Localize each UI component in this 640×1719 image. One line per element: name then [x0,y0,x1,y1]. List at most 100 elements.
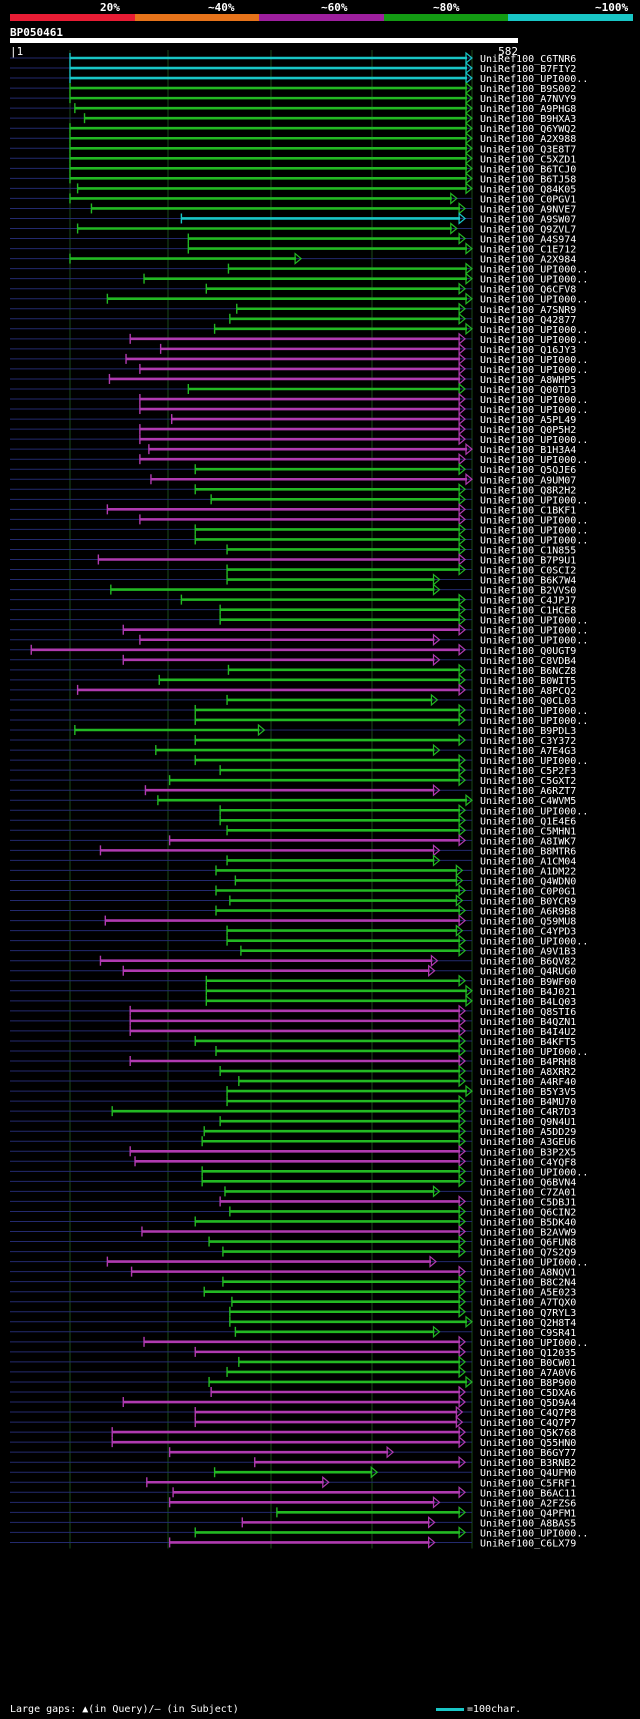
hit-label[interactable]: UniRef100_B5Y3V5 [480,1087,576,1098]
hit-label[interactable]: UniRef100_UPI000.. [480,636,588,647]
hit-label[interactable]: UniRef100_C5DXA6 [480,1388,576,1399]
hit-label[interactable]: UniRef100_C4Q7P7 [480,1418,576,1429]
hit-label[interactable]: UniRef100_Q12035 [480,1348,576,1359]
hit-row[interactable]: UniRef100_B6K7W4 [10,573,576,587]
hit-label[interactable]: UniRef100_A5DD29 [480,1127,576,1138]
hit-row[interactable]: UniRef100_C4R7D3 [10,1104,576,1118]
hit-row[interactable]: UniRef100_Q00TD3 [10,382,576,396]
hit-label[interactable]: UniRef100_Q4PFM1 [480,1508,576,1519]
hit-row[interactable]: UniRef100_Q0UGT9 [10,643,576,657]
hit-label[interactable]: UniRef100_Q00TD3 [480,385,576,396]
hit-row[interactable]: UniRef100_B3P2X5 [10,1144,576,1158]
hit-row[interactable]: UniRef100_UPI000.. [10,402,588,416]
hit-label[interactable]: UniRef100_C1E712 [480,245,576,256]
hit-row[interactable]: UniRef100_Q9N4U1 [10,1114,576,1128]
hit-label[interactable]: UniRef100_UPI000.. [480,626,588,637]
hit-label[interactable]: UniRef100_C0PGV1 [480,194,576,205]
hit-row[interactable]: UniRef100_C0PGV1 [10,192,576,205]
hit-row[interactable]: UniRef100_UPI000.. [10,1255,588,1269]
hit-row[interactable]: UniRef100_UPI000.. [10,533,588,546]
hit-row[interactable]: UniRef100_UPI000.. [10,1335,588,1349]
hit-row[interactable]: UniRef100_A5DD29 [10,1124,576,1138]
hit-label[interactable]: UniRef100_C5XZD1 [480,154,576,165]
hit-row[interactable]: UniRef100_A6RZT7 [10,783,576,797]
hit-row[interactable]: UniRef100_A7A0V6 [10,1365,576,1379]
hit-label[interactable]: UniRef100_B3P2X5 [480,1147,576,1158]
hit-row[interactable]: UniRef100_B6AC11 [10,1486,576,1499]
hit-label[interactable]: UniRef100_A9UM07 [480,475,576,486]
hit-row[interactable]: UniRef100_Q55HN0 [10,1435,576,1449]
hit-row[interactable]: UniRef100_C6LX79 [10,1536,576,1549]
hit-row[interactable]: UniRef100_Q6CFV8 [10,282,576,296]
hit-row[interactable]: UniRef100_UPI000.. [10,452,588,466]
hit-label[interactable]: UniRef100_A8PCQ2 [480,686,576,697]
hit-row[interactable]: UniRef100_C1E712 [10,242,576,256]
hit-label[interactable]: UniRef100_C5FRF1 [480,1478,576,1489]
hit-row[interactable]: UniRef100_Q4UFM0 [10,1465,576,1479]
hit-label[interactable]: UniRef100_UPI000.. [480,295,588,306]
hit-label[interactable]: UniRef100_B6QV82 [480,957,576,968]
hit-label[interactable]: UniRef100_UPI000.. [480,405,588,416]
hit-row[interactable]: UniRef100_A8NQV1 [10,1265,576,1279]
hit-label[interactable]: UniRef100_A9V1B3 [480,947,576,958]
hit-label[interactable]: UniRef100_UPI000.. [480,275,588,286]
hit-row[interactable]: UniRef100_A8IWK7 [10,834,576,847]
hit-label[interactable]: UniRef100_C1BKF1 [480,505,576,516]
hit-row[interactable]: UniRef100_UPI000.. [10,332,588,346]
hit-row[interactable]: UniRef100_UPI000.. [10,523,588,536]
hit-row[interactable]: UniRef100_A3GEU6 [10,1134,576,1148]
hit-label[interactable]: UniRef100_C7ZA01 [480,1187,576,1198]
hit-row[interactable]: UniRef100_Q12035 [10,1345,576,1359]
hit-row[interactable]: UniRef100_C4YQF8 [10,1155,576,1168]
hit-row[interactable]: UniRef100_B2AVW9 [10,1225,576,1239]
hit-label[interactable]: UniRef100_UPI000.. [480,1258,588,1269]
hit-row[interactable]: UniRef100_C1HCE8 [10,603,576,617]
hit-label[interactable]: UniRef100_A7SNR9 [480,305,576,316]
hit-label[interactable]: UniRef100_Q4UFM0 [480,1468,576,1479]
hit-row[interactable]: UniRef100_B0CW01 [10,1355,576,1369]
hit-label[interactable]: UniRef100_C4WVM5 [480,796,576,807]
hit-label[interactable]: UniRef100_UPI000.. [480,355,588,366]
hit-label[interactable]: UniRef100_B4PRH8 [480,1057,576,1068]
hit-row[interactable]: UniRef100_Q0CL03 [10,693,576,707]
hit-row[interactable]: UniRef100_A2X984 [10,252,576,266]
hit-row[interactable]: UniRef100_A6R9B8 [10,904,576,918]
hit-row[interactable]: UniRef100_B0YCR9 [10,894,576,908]
hit-row[interactable]: UniRef100_UPI000.. [10,272,588,286]
hit-label[interactable]: UniRef100_C5MHN1 [480,826,576,837]
hit-label[interactable]: UniRef100_B8C2N4 [480,1278,576,1289]
hit-label[interactable]: UniRef100_C9SR41 [480,1328,576,1339]
hit-label[interactable]: UniRef100_B1H3A4 [480,445,576,456]
hit-row[interactable]: UniRef100_C5P2F3 [10,763,576,777]
hit-label[interactable]: UniRef100_A2FZS6 [480,1498,576,1509]
hit-row[interactable]: UniRef100_C9SR41 [10,1325,576,1339]
hit-label[interactable]: UniRef100_UPI000.. [480,1528,588,1539]
hit-row[interactable]: UniRef100_B4QZN1 [10,1014,576,1028]
hit-row[interactable]: UniRef100_B6TCJ0 [10,162,576,175]
hit-row[interactable]: UniRef100_UPI000.. [10,262,588,276]
hit-row[interactable]: UniRef100_A9PHG8 [10,101,576,115]
hit-label[interactable]: UniRef100_C0SCI2 [480,566,576,577]
hit-label[interactable]: UniRef100_B4J021 [480,987,576,998]
hit-row[interactable]: UniRef100_UPI000.. [10,493,588,506]
hit-label[interactable]: UniRef100_B4LQ03 [480,997,576,1008]
hit-row[interactable]: UniRef100_C5DXA6 [10,1385,576,1399]
hit-label[interactable]: UniRef100_Q9ZVL7 [480,225,576,236]
hit-label[interactable]: UniRef100_UPI000.. [480,716,588,727]
hit-label[interactable]: UniRef100_UPI000.. [480,806,588,817]
hit-label[interactable]: UniRef100_A9SW07 [480,214,576,225]
hit-row[interactable]: UniRef100_Q8STI6 [10,1004,576,1018]
hit-label[interactable]: UniRef100_Q6FUN8 [480,1238,576,1249]
hit-label[interactable]: UniRef100_A8IWK7 [480,836,576,847]
hit-row[interactable]: UniRef100_C5DBJ1 [10,1195,576,1208]
hit-row[interactable]: UniRef100_A9V1B3 [10,944,576,958]
hit-label[interactable]: UniRef100_Q6CIN2 [480,1207,576,1218]
hit-label[interactable]: UniRef100_C1N855 [480,545,576,556]
hit-row[interactable]: UniRef100_A9NVE7 [10,202,576,215]
hit-row[interactable]: UniRef100_A8WHP5 [10,372,576,386]
hit-label[interactable]: UniRef100_C5DBJ1 [480,1197,576,1208]
hit-label[interactable]: UniRef100_Q5D9A4 [480,1398,576,1409]
hit-label[interactable]: UniRef100_UPI000.. [480,325,588,336]
hit-row[interactable]: UniRef100_Q4WDN0 [10,874,576,887]
hit-row[interactable]: UniRef100_B7FIY2 [10,61,576,75]
